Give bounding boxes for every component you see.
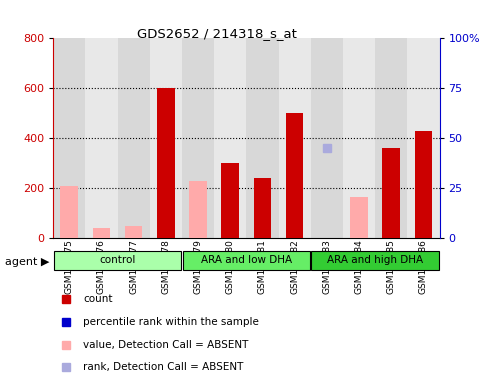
Text: ARA and low DHA: ARA and low DHA (201, 255, 292, 265)
Bar (414, 131, 432, 238)
Bar (375, 38, 407, 238)
Bar (125, 226, 142, 238)
Bar (85, 38, 117, 238)
FancyBboxPatch shape (312, 251, 439, 270)
Text: ARA and high DHA: ARA and high DHA (327, 255, 423, 265)
Bar (246, 38, 279, 238)
Text: rank, Detection Call = ABSENT: rank, Detection Call = ABSENT (83, 362, 243, 372)
Text: count: count (83, 294, 113, 304)
Text: percentile rank within the sample: percentile rank within the sample (83, 317, 259, 327)
Text: agent ▶: agent ▶ (5, 257, 49, 267)
Bar (221, 163, 239, 238)
Bar (214, 38, 246, 238)
Bar (93, 228, 110, 238)
Bar (150, 38, 182, 238)
Bar (383, 148, 400, 238)
Bar (407, 38, 440, 238)
Bar (117, 38, 150, 238)
Bar (343, 38, 375, 238)
Bar (60, 186, 78, 238)
Bar (311, 38, 343, 238)
Bar (157, 88, 175, 238)
Bar (254, 178, 271, 238)
Text: control: control (99, 255, 136, 265)
Bar (286, 113, 303, 238)
Text: value, Detection Call = ABSENT: value, Detection Call = ABSENT (83, 339, 248, 349)
Bar (350, 197, 368, 238)
Bar (182, 38, 214, 238)
FancyBboxPatch shape (183, 251, 310, 270)
Text: GDS2652 / 214318_s_at: GDS2652 / 214318_s_at (137, 27, 298, 40)
Bar (279, 38, 311, 238)
FancyBboxPatch shape (54, 251, 181, 270)
Bar (189, 180, 207, 238)
Bar (53, 38, 85, 238)
